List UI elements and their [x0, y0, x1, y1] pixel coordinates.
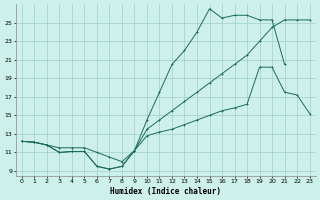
X-axis label: Humidex (Indice chaleur): Humidex (Indice chaleur) — [110, 187, 221, 196]
